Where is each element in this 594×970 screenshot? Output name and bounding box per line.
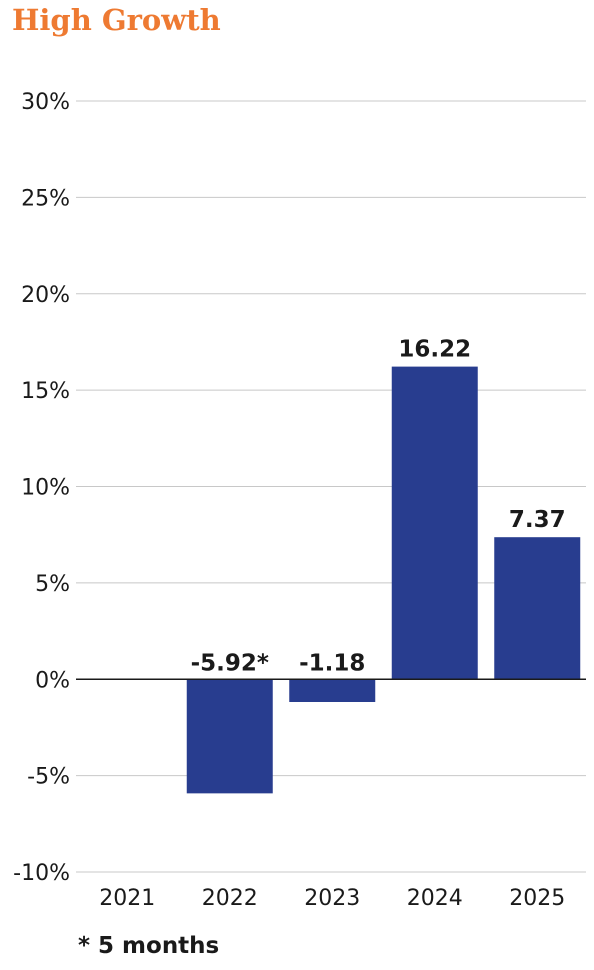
y-tick-label: 0% bbox=[35, 668, 70, 693]
x-category-2025: 2025 bbox=[509, 886, 565, 911]
data-label-2025: 7.37 bbox=[509, 507, 566, 533]
y-tick-label: 15% bbox=[21, 379, 70, 404]
y-tick-label: 30% bbox=[21, 90, 70, 115]
y-tick-label: 25% bbox=[21, 186, 70, 211]
data-label-2024: 16.22 bbox=[398, 337, 471, 363]
y-axis-ticks: 30% 25% 20% 15% 10% 5% 0% -5% -10% bbox=[13, 90, 70, 886]
x-axis-categories: 2021 2022 2023 2024 2025 bbox=[99, 886, 565, 911]
bar-2025 bbox=[494, 537, 581, 680]
bar-chart: 30% 25% 20% 15% 10% 5% 0% -5% -10% -5.92* -1.18 16… bbox=[13, 90, 586, 911]
bars bbox=[186, 366, 581, 794]
data-labels: -5.92* -1.18 16.22 7.37 bbox=[191, 337, 566, 677]
y-tick-label: 20% bbox=[21, 283, 70, 308]
y-tick-label: 10% bbox=[21, 476, 70, 501]
y-tick-label: -5% bbox=[27, 765, 70, 790]
grid-layer bbox=[76, 100, 586, 873]
x-category-2022: 2022 bbox=[202, 886, 258, 911]
y-tick-label: -10% bbox=[13, 861, 70, 886]
x-category-2021: 2021 bbox=[99, 886, 155, 911]
bar-2022 bbox=[186, 679, 273, 794]
bar-2023 bbox=[289, 679, 376, 702]
x-category-2023: 2023 bbox=[304, 886, 360, 911]
chart-title: High Growth bbox=[12, 3, 221, 37]
bar-2024 bbox=[391, 366, 478, 680]
footnote: * 5 months bbox=[78, 933, 220, 959]
data-label-2022: -5.92* bbox=[191, 650, 269, 676]
data-label-2023: -1.18 bbox=[299, 650, 365, 676]
y-tick-label: 5% bbox=[35, 572, 70, 597]
x-category-2024: 2024 bbox=[407, 886, 463, 911]
